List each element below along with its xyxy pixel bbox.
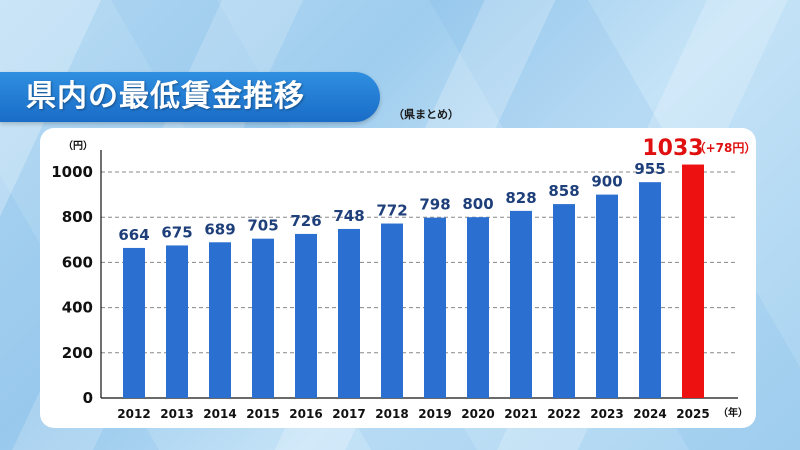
y-tick-label: 200 bbox=[62, 344, 93, 362]
bar bbox=[123, 247, 145, 398]
x-tick-label: 2025 bbox=[676, 407, 709, 421]
labels: 0 200 400 600 800 1000 （円） （年） 2012 664 2013 675 201… bbox=[51, 136, 756, 421]
y-tick-label: 800 bbox=[62, 208, 93, 226]
y-tick-label: 1000 bbox=[51, 163, 93, 181]
y-tick-label: 0 bbox=[83, 389, 93, 407]
title-banner bbox=[0, 72, 380, 122]
x-tick-label: 2017 bbox=[332, 407, 365, 421]
x-tick-label: 2018 bbox=[375, 407, 408, 421]
bar bbox=[338, 228, 360, 398]
data-label: 748 bbox=[333, 207, 364, 225]
x-tick-label: 2014 bbox=[203, 407, 236, 421]
data-label: 675 bbox=[161, 223, 192, 241]
bar bbox=[467, 217, 489, 398]
bar bbox=[209, 242, 231, 398]
highlight-value-label: 1033 bbox=[642, 136, 703, 161]
bar bbox=[381, 223, 403, 398]
x-tick-label: 2022 bbox=[547, 407, 580, 421]
data-label: 828 bbox=[505, 189, 536, 207]
bar-highlight bbox=[682, 164, 704, 398]
data-label: 664 bbox=[118, 226, 149, 244]
data-label: 858 bbox=[548, 182, 579, 200]
page-title: 県内の最低賃金推移 bbox=[26, 79, 305, 114]
x-unit-label: （年） bbox=[718, 406, 748, 419]
source-note: （県まとめ） bbox=[393, 108, 459, 121]
bars bbox=[123, 164, 704, 398]
grid-lines bbox=[101, 171, 738, 354]
data-label: 798 bbox=[419, 196, 450, 214]
bar bbox=[639, 182, 661, 398]
data-label: 800 bbox=[462, 195, 493, 213]
y-tick-label: 600 bbox=[62, 253, 93, 271]
bar bbox=[252, 238, 274, 398]
bar bbox=[166, 245, 188, 398]
bar bbox=[424, 217, 446, 398]
bar bbox=[553, 204, 575, 398]
x-tick-label: 2013 bbox=[160, 407, 193, 421]
x-tick-label: 2023 bbox=[590, 407, 623, 421]
y-tick-label: 400 bbox=[62, 299, 93, 317]
bar bbox=[510, 210, 532, 398]
axes bbox=[100, 150, 738, 399]
bar bbox=[295, 233, 317, 398]
data-label: 726 bbox=[290, 212, 321, 230]
data-label: 900 bbox=[591, 173, 622, 191]
x-tick-label: 2020 bbox=[461, 407, 494, 421]
highlight-delta-label: （+78円） bbox=[694, 140, 757, 155]
x-tick-label: 2015 bbox=[246, 407, 279, 421]
bar bbox=[596, 194, 618, 398]
x-tick-label: 2019 bbox=[418, 407, 451, 421]
x-tick-label: 2024 bbox=[633, 407, 666, 421]
y-unit-label: （円） bbox=[63, 139, 93, 152]
data-label: 705 bbox=[247, 217, 278, 235]
data-label: 772 bbox=[376, 202, 407, 220]
data-label: 955 bbox=[634, 160, 665, 178]
x-tick-label: 2021 bbox=[504, 407, 537, 421]
x-tick-label: 2012 bbox=[117, 407, 150, 421]
data-label: 689 bbox=[204, 220, 235, 238]
x-tick-label: 2016 bbox=[289, 407, 322, 421]
